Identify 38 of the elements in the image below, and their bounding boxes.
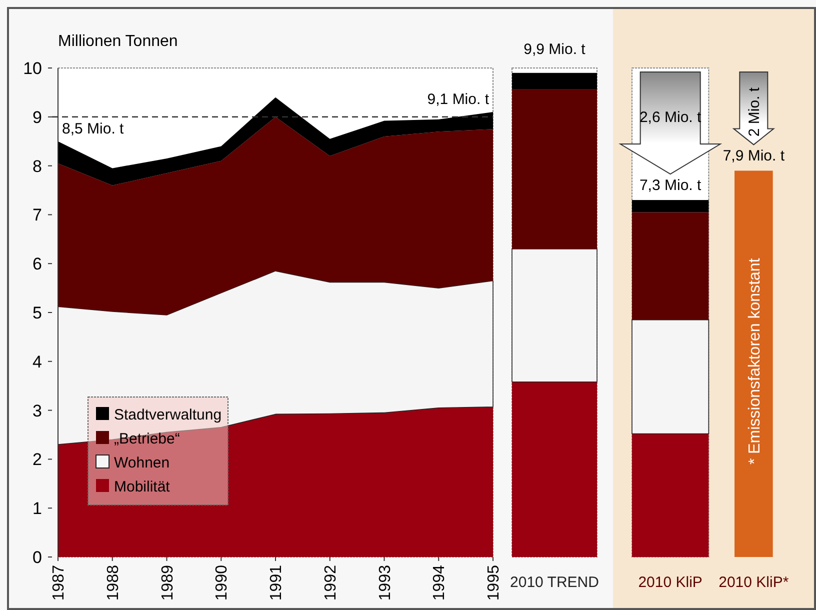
annotation: * Emissionsfaktoren konstant [746, 258, 764, 465]
x-tick-label: 1995 [486, 564, 503, 601]
y-tick-label: 2 [32, 450, 42, 470]
x-tick-label: 2010 KliP* [718, 574, 789, 591]
x-tick-label: 1993 [376, 564, 394, 601]
y-tick-label: 1 [32, 499, 42, 518]
bar [512, 72, 597, 90]
annotation: 9,1 Mio. t [427, 91, 490, 108]
legend-label: Stadtverwaltung [114, 406, 222, 424]
x-tick-label: 1991 [268, 564, 286, 601]
x-tick-label: 1990 [214, 564, 231, 601]
x-tick-label: 1987 [50, 564, 68, 601]
y-axis-title: Millionen Tonnen [58, 33, 178, 50]
y-tick-label: 10 [23, 58, 42, 78]
total-label: 9,9 Mio. t [524, 41, 586, 58]
bar [512, 382, 597, 557]
total-label: 7,3 Mio. t [639, 177, 702, 194]
x-tick-label: 1989 [159, 564, 176, 601]
annotation: 2 Mio. t [746, 86, 763, 137]
bar [512, 89, 597, 249]
x-tick-label: 2010 TREND [510, 574, 600, 591]
y-tick-label: 4 [32, 352, 42, 372]
x-tick-label: 1988 [104, 564, 122, 601]
annotation: 8,5 Mio. t [62, 120, 125, 138]
x-tick-label: 2010 KliP [638, 574, 702, 591]
legend-label: „Betriebe“ [114, 430, 180, 448]
y-tick-label: 6 [32, 254, 42, 274]
legend-label: Wohnen [114, 454, 170, 472]
y-tick-label: 9 [32, 108, 42, 127]
total-label: 7,9 Mio. t [722, 148, 786, 165]
x-tick-label: 1994 [431, 564, 448, 601]
y-tick-label: 3 [32, 401, 42, 420]
x-tick-label: 1992 [322, 564, 340, 601]
y-tick-label: 0 [32, 548, 42, 567]
y-tick-label: 7 [32, 206, 42, 225]
y-tick-label: 5 [32, 303, 42, 322]
legend-label: Mobilität [114, 478, 171, 496]
y-tick-label: 8 [32, 156, 42, 176]
